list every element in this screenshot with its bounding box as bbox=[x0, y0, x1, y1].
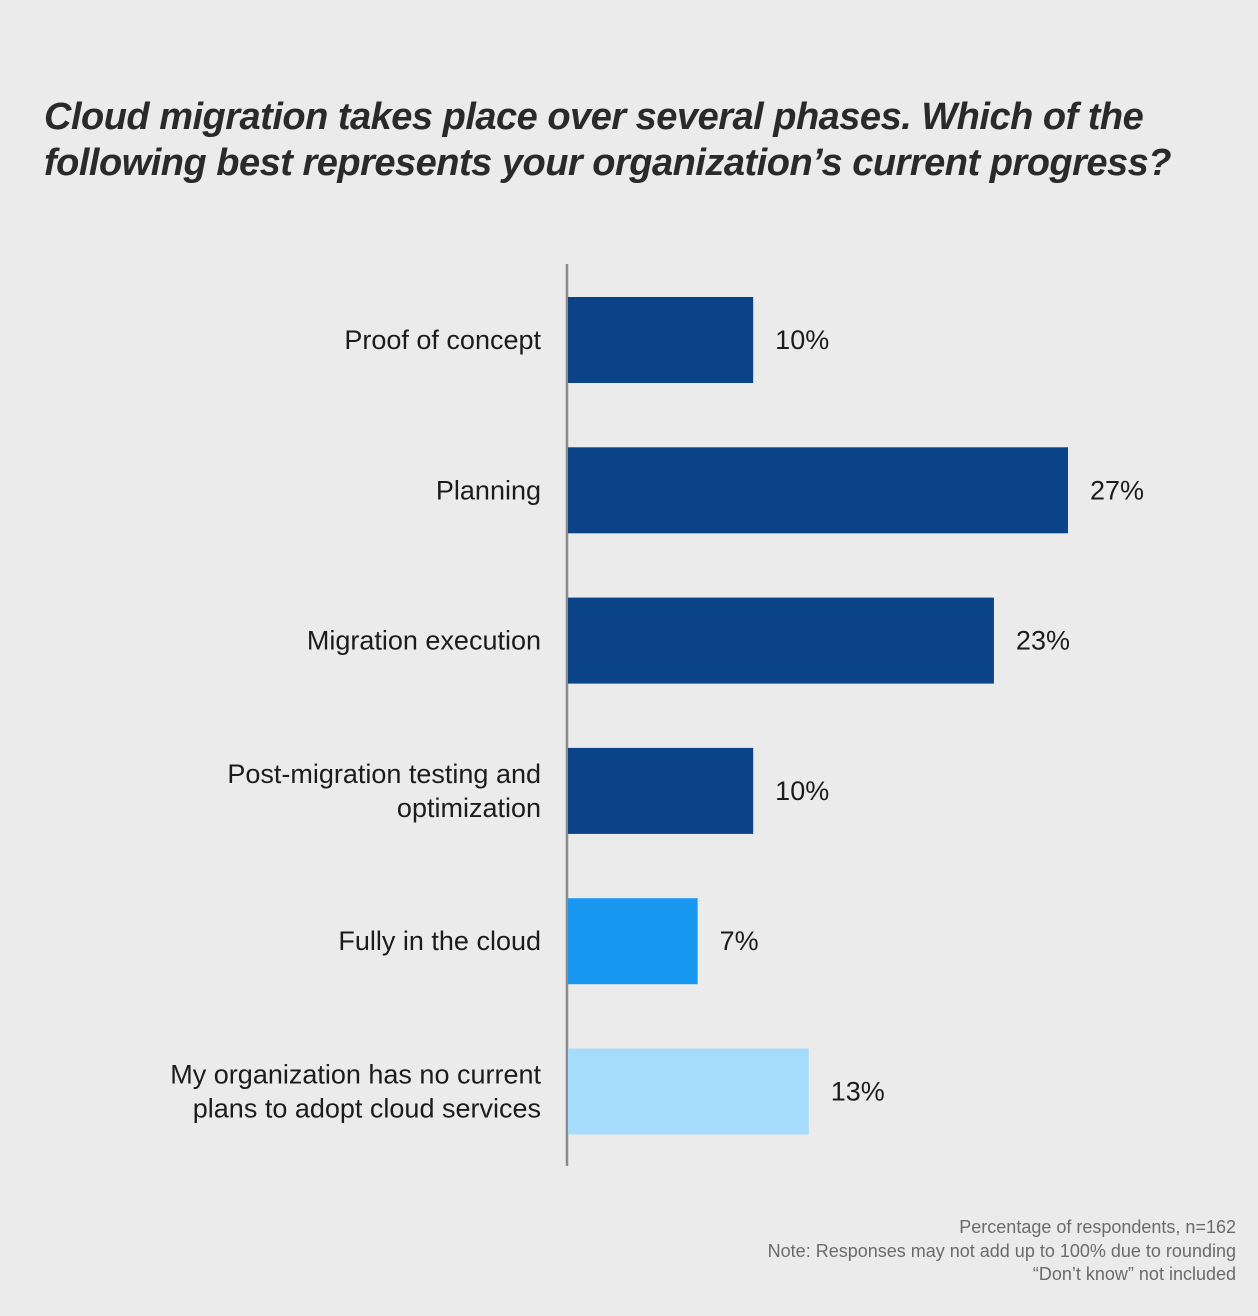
value-label-6: 13% bbox=[831, 1077, 885, 1107]
category-label-2-line-1: Planning bbox=[436, 475, 541, 505]
value-label-2: 27% bbox=[1090, 475, 1144, 505]
value-label-4: 10% bbox=[775, 776, 829, 806]
value-label-3: 23% bbox=[1016, 626, 1070, 656]
category-label-5: Fully in the cloud bbox=[338, 926, 541, 956]
category-label-4-line-1: Post-migration testing and bbox=[227, 759, 541, 789]
footnote-rounding-note: Note: Responses may not add up to 100% d… bbox=[767, 1240, 1236, 1261]
footnotes: Percentage of respondents, n=162 Note: R… bbox=[768, 1216, 1236, 1287]
chart-title-line-1: Cloud migration takes place over several… bbox=[44, 96, 1144, 138]
bar-3 bbox=[568, 597, 994, 684]
footnote-exclusion: “Don’t know” not included bbox=[1032, 1264, 1236, 1284]
footnote-sample: Percentage of respondents, n=162 bbox=[959, 1217, 1236, 1237]
category-label-6: My organization has no current plans to a… bbox=[170, 1060, 541, 1124]
bar-1 bbox=[568, 297, 754, 383]
category-label-2: Planning bbox=[436, 475, 541, 505]
category-label-3-line-1: Migration execution bbox=[307, 626, 541, 656]
category-label-6-line-1: My organization has no current bbox=[170, 1060, 541, 1090]
category-label-4: Post-migration testing and optimization bbox=[227, 759, 541, 823]
bar-2 bbox=[568, 447, 1068, 534]
value-label-1: 10% bbox=[775, 325, 829, 355]
category-label-1-line-1: Proof of concept bbox=[344, 325, 541, 355]
category-label-6-line-2: plans to adopt cloud services bbox=[193, 1094, 541, 1124]
chart-title-line-2: following best represents your organizat… bbox=[44, 142, 1172, 184]
value-label-5: 7% bbox=[720, 926, 759, 956]
bar-4 bbox=[568, 747, 754, 834]
category-label-5-line-1: Fully in the cloud bbox=[338, 926, 541, 956]
bar-chart: 10% Proof of concept 27% Planning 23% Migrati… bbox=[170, 264, 1144, 1166]
category-label-3: Migration execution bbox=[307, 626, 541, 656]
category-label-4-line-2: optimization bbox=[397, 793, 541, 823]
bar-6 bbox=[568, 1048, 809, 1135]
category-label-1: Proof of concept bbox=[344, 325, 541, 355]
bar-5 bbox=[568, 898, 698, 985]
chart-title: Cloud migration takes place over several… bbox=[44, 94, 1204, 186]
